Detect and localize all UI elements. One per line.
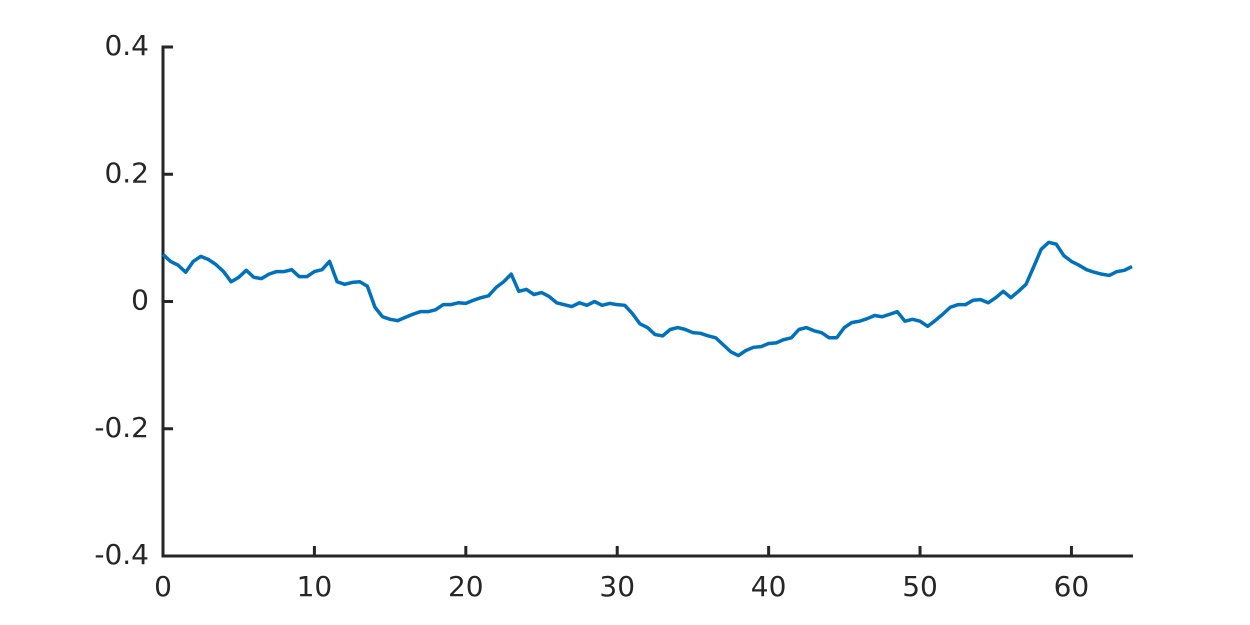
data-line — [161, 240, 1133, 358]
x-tick-label: 20 — [448, 570, 484, 603]
y-tick-label: 0.4 — [104, 29, 149, 62]
y-tick-label: -0.2 — [94, 411, 149, 444]
x-tick-label: 0 — [154, 570, 172, 603]
x-tick-label: 60 — [1054, 570, 1090, 603]
y-tick-label: 0.2 — [104, 156, 149, 189]
y-tick-label: -0.4 — [94, 538, 149, 571]
x-tick-label: 50 — [902, 570, 938, 603]
x-tick-label: 30 — [599, 570, 635, 603]
x-tick-label: 40 — [751, 570, 787, 603]
x-tick-label: 10 — [297, 570, 333, 603]
y-tick-label: 0 — [131, 284, 149, 317]
